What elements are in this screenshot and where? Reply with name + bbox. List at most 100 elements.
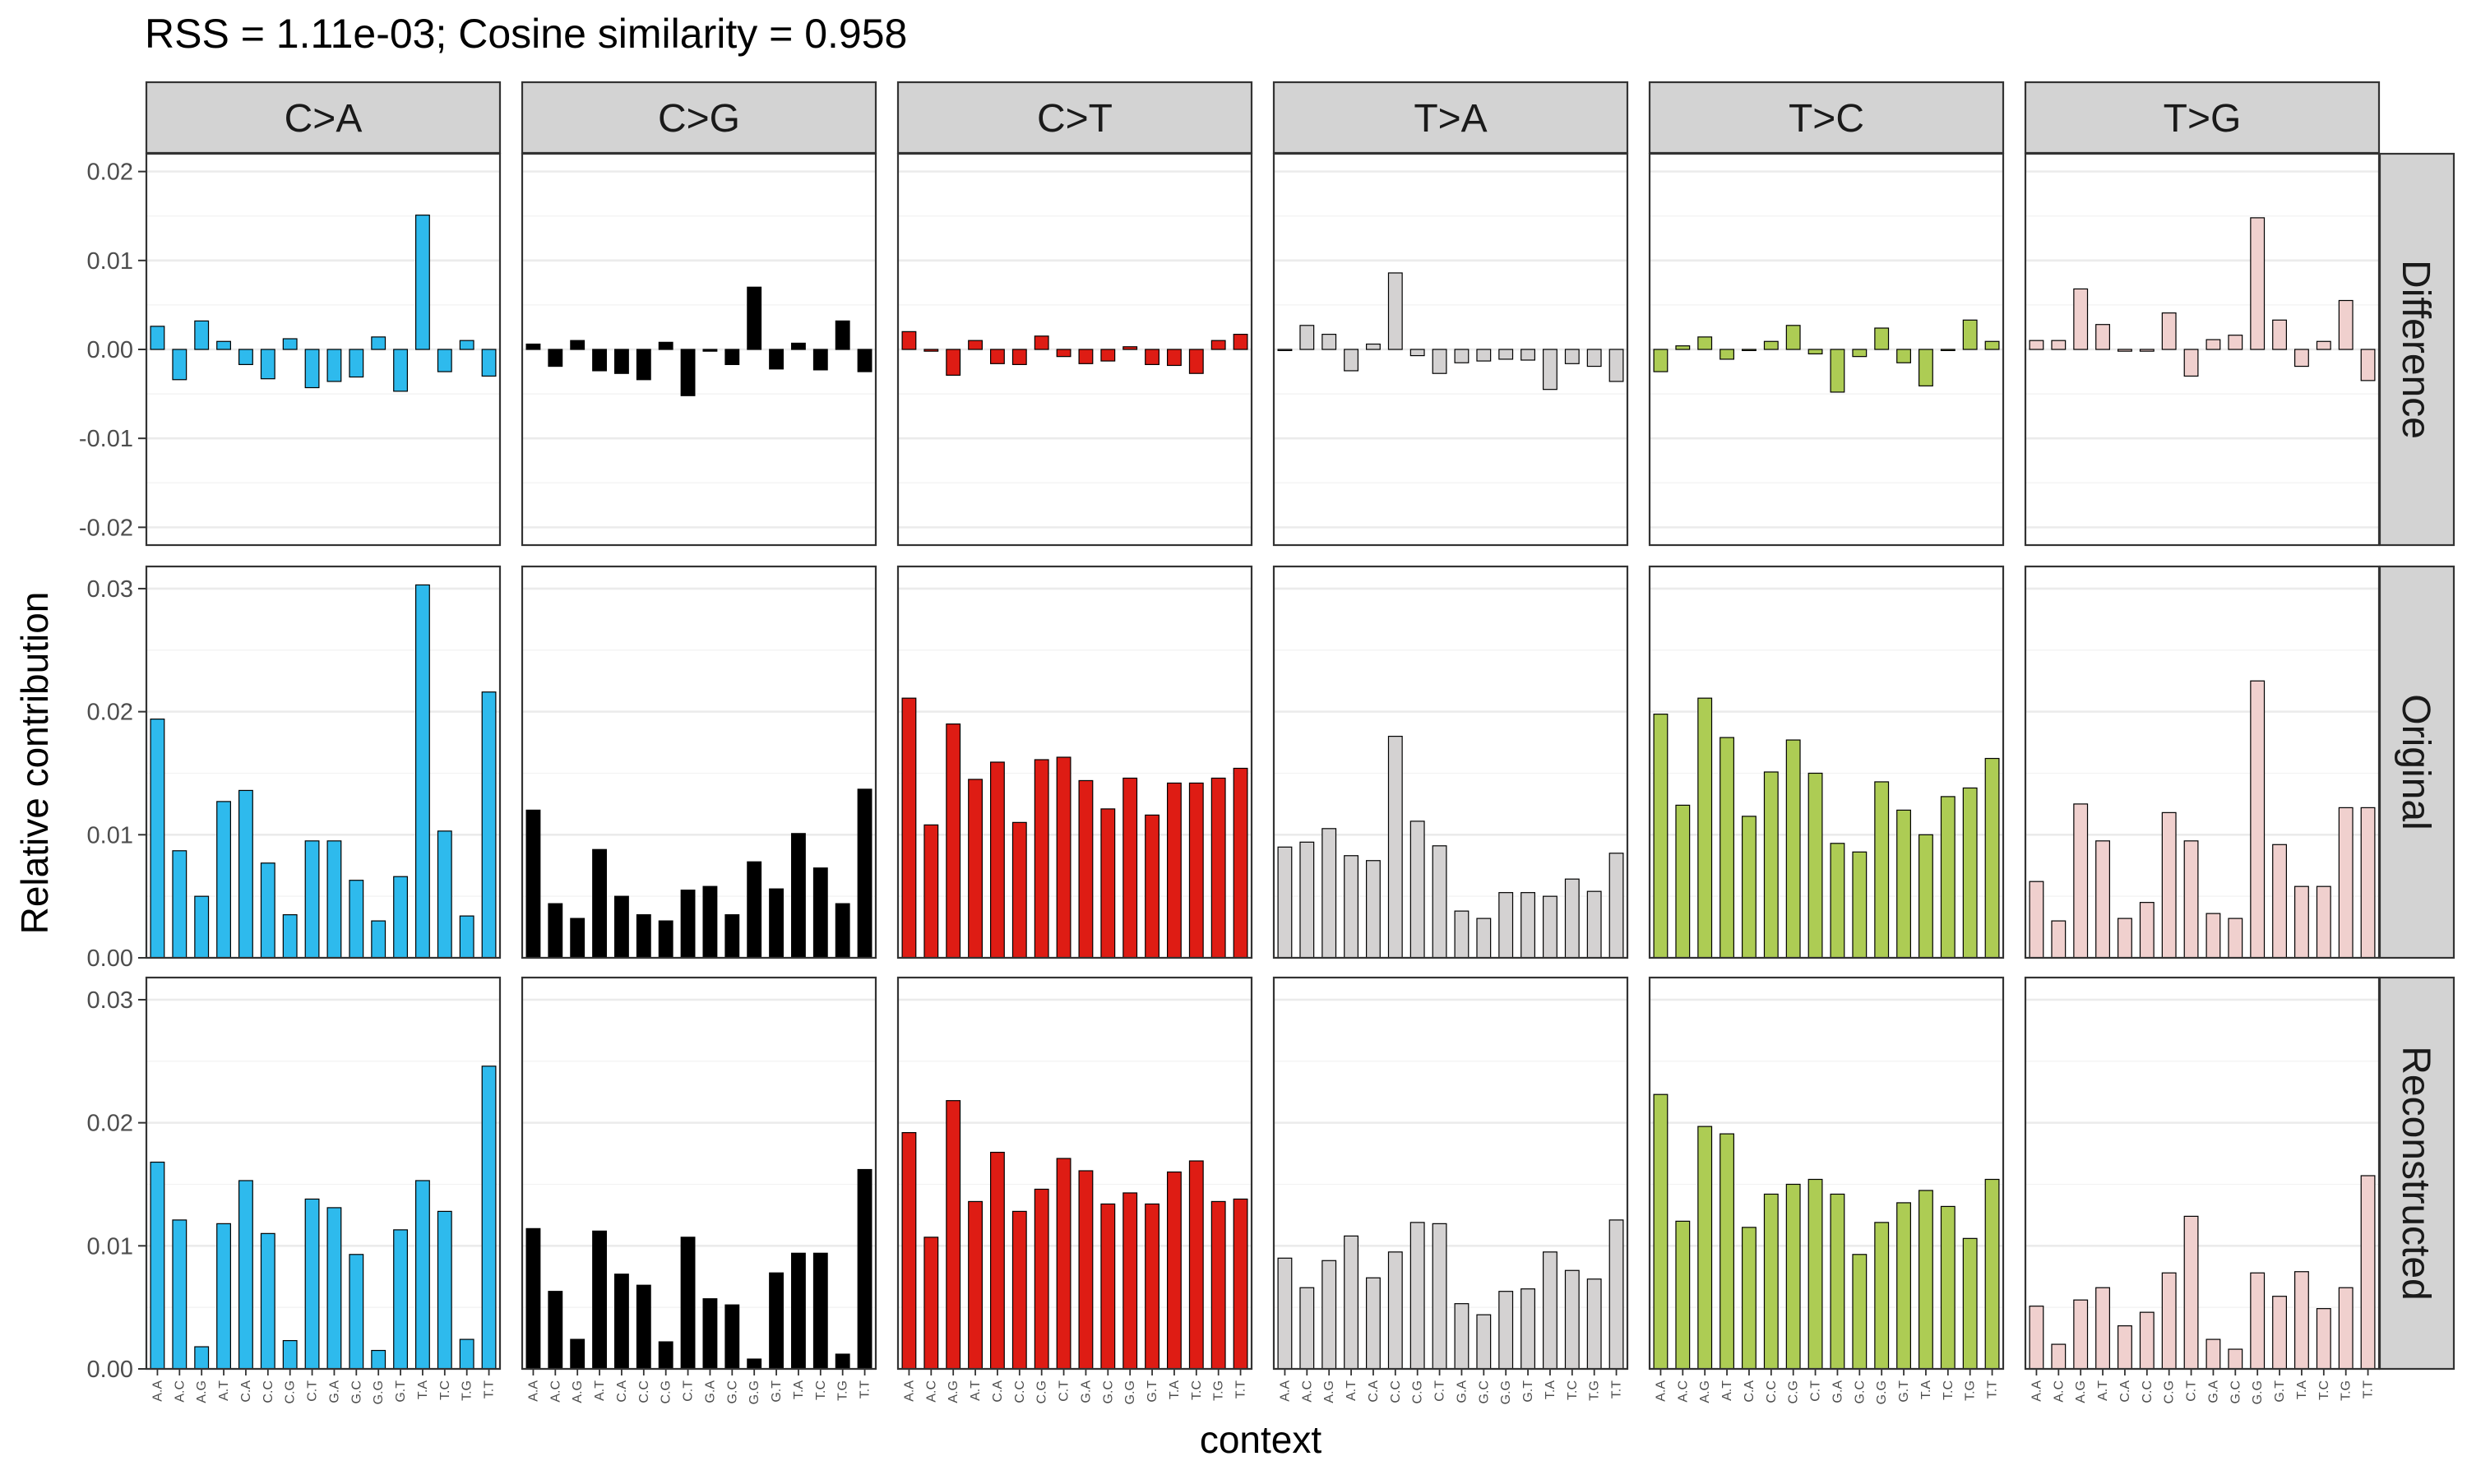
- panel-border: [1272, 976, 1629, 1371]
- y-tick-label: -0.01: [79, 426, 133, 452]
- bar-c-a-CG-reconstructed: [282, 1339, 298, 1370]
- x-tick-label: C.T: [1058, 1380, 1072, 1402]
- x-tick-label: C.A: [1743, 1380, 1757, 1403]
- bar-c-t-TG-reconstructed: [1210, 1200, 1226, 1370]
- x-tick-label: C.G: [284, 1380, 298, 1403]
- y-tick-label: 0.03: [87, 987, 133, 1014]
- x-tick-label: T.G: [1212, 1380, 1226, 1401]
- bar-c-t-GA-difference: [1078, 349, 1094, 364]
- bar-t-g-GC-original: [2228, 918, 2243, 959]
- bar-c-g-CT-reconstructed: [680, 1237, 696, 1370]
- bar-t-c-GT-original: [1896, 809, 1911, 959]
- bar-t-g-GG-original: [2250, 680, 2266, 959]
- bar-t-a-TA-difference: [1543, 349, 1557, 391]
- x-tick-label: C.A: [615, 1380, 629, 1403]
- panel-border: [896, 976, 1253, 1371]
- bar-c-a-CG-difference: [282, 338, 298, 350]
- facet-strip-label: C>T: [1037, 97, 1113, 141]
- bar-c-a-GC-difference: [349, 349, 364, 378]
- x-tick-label: C.T: [2185, 1380, 2199, 1402]
- bar-t-g-CA-difference: [2118, 349, 2132, 352]
- bar-c-t-AA-difference: [901, 331, 917, 350]
- bar-t-g-CA-original: [2118, 918, 2132, 959]
- x-tick-label: G.C: [1477, 1380, 1491, 1403]
- x-tick-label: A.C: [1300, 1380, 1314, 1403]
- bar-t-a-TC-difference: [1564, 349, 1580, 364]
- bar-c-a-GA-original: [326, 840, 342, 959]
- bar-t-g-GG-reconstructed: [2250, 1272, 2266, 1370]
- x-tick-label: A.T: [1345, 1380, 1358, 1401]
- bar-c-t-AC-reconstructed: [923, 1237, 939, 1370]
- bar-t-a-AG-difference: [1321, 334, 1337, 350]
- bar-c-g-CG-difference: [658, 341, 673, 350]
- bar-c-a-GG-reconstructed: [371, 1349, 386, 1370]
- panel-border: [1272, 565, 1629, 959]
- bar-t-a-TG-reconstructed: [1586, 1278, 1602, 1370]
- bar-t-g-CG-original: [2161, 811, 2177, 959]
- bar-c-g-GC-difference: [724, 349, 740, 365]
- bar-t-g-AG-original: [2073, 803, 2089, 959]
- bar-t-g-TT-difference: [2360, 349, 2376, 381]
- bar-c-t-CT-reconstructed: [1056, 1158, 1072, 1370]
- bar-t-g-TG-reconstructed: [2338, 1287, 2354, 1370]
- facet-strip-label: T>G: [2164, 97, 2242, 141]
- bar-c-g-AT-reconstructed: [592, 1230, 607, 1370]
- bar-c-t-TA-difference: [1167, 349, 1182, 367]
- bar-c-t-TG-difference: [1210, 340, 1226, 350]
- x-tick-label: C.C: [1765, 1380, 1779, 1403]
- bar-t-c-CG-difference: [1785, 325, 1801, 350]
- row-strip-label: Reconstructed: [2394, 1046, 2437, 1301]
- bar-c-t-AT-original: [968, 779, 983, 959]
- bar-c-a-CT-reconstructed: [304, 1198, 320, 1370]
- bar-c-a-TA-original: [415, 584, 430, 959]
- x-tick-label: G.A: [1455, 1380, 1469, 1403]
- bar-t-a-GG-reconstructed: [1498, 1291, 1514, 1370]
- bar-c-g-GA-difference: [702, 349, 718, 352]
- bar-c-g-AC-original: [548, 903, 563, 959]
- bar-t-g-AG-reconstructed: [2073, 1299, 2089, 1370]
- bar-c-t-CG-reconstructed: [1034, 1188, 1049, 1370]
- bar-c-a-AC-difference: [172, 349, 187, 381]
- x-tick-label: T.G: [836, 1380, 850, 1401]
- bar-t-a-TT-reconstructed: [1608, 1219, 1624, 1370]
- x-tick-label: A.T: [593, 1380, 607, 1401]
- x-tick-label: T.T: [859, 1380, 872, 1398]
- x-tick-label: C.G: [1411, 1380, 1425, 1403]
- facet-strip-label: T>C: [1789, 97, 1864, 141]
- bar-t-g-AT-original: [2095, 840, 2110, 959]
- panel-border: [2024, 565, 2381, 959]
- bar-t-a-AT-difference: [1344, 349, 1358, 372]
- bar-t-c-TT-original: [1984, 757, 2000, 959]
- bar-c-t-TC-original: [1188, 782, 1204, 959]
- y-tick-label: 0.00: [87, 1357, 133, 1383]
- bar-c-t-AG-difference: [946, 349, 961, 376]
- bar-c-t-GC-original: [1100, 808, 1116, 959]
- bar-t-g-TA-difference: [2294, 349, 2309, 368]
- bar-c-t-CA-difference: [990, 349, 1005, 364]
- bar-t-a-GC-original: [1476, 918, 1492, 959]
- panel-border: [1648, 152, 2005, 547]
- bar-t-g-AG-difference: [2073, 288, 2089, 350]
- x-tick-label: A.A: [902, 1380, 916, 1402]
- y-tick-label: 0.03: [87, 576, 133, 603]
- bar-t-a-GA-original: [1454, 910, 1470, 959]
- x-tick-label: G.T: [1521, 1380, 1535, 1403]
- bar-t-g-AC-original: [2051, 920, 2067, 959]
- x-tick-label: T.A: [416, 1380, 430, 1399]
- x-tick-label: A.G: [947, 1380, 960, 1403]
- bar-c-t-AT-reconstructed: [968, 1200, 983, 1370]
- bar-c-g-TG-reconstructed: [835, 1353, 850, 1370]
- y-tick-label: -0.02: [79, 515, 133, 541]
- bar-c-a-TG-reconstructed: [459, 1338, 474, 1370]
- bar-t-g-TG-difference: [2338, 299, 2354, 350]
- x-tick-label: G.C: [2229, 1380, 2243, 1403]
- bar-t-c-GA-difference: [1830, 349, 1845, 393]
- bar-c-t-TT-original: [1233, 767, 1248, 959]
- y-axis-label: Relative contribution: [13, 592, 56, 935]
- bar-t-a-CG-reconstructed: [1409, 1222, 1425, 1370]
- bar-t-g-AA-difference: [2029, 340, 2044, 350]
- bar-t-a-AT-reconstructed: [1344, 1235, 1358, 1370]
- bar-c-t-AC-difference: [923, 349, 939, 352]
- bar-t-a-TC-original: [1564, 878, 1580, 959]
